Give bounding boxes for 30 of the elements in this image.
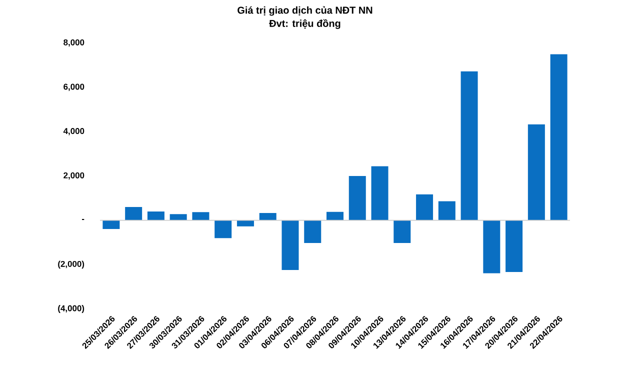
- chart-subtitle: Đvt: triệu đồng: [269, 19, 340, 29]
- bar: [416, 194, 434, 220]
- chart-title: Giá trị giao dịch của NĐT NN: [238, 6, 372, 16]
- bar: [483, 220, 500, 274]
- bar: [259, 213, 276, 220]
- bar: [506, 220, 523, 272]
- y-tick-label: 4,000: [63, 128, 84, 136]
- y-tick-label: -: [82, 218, 84, 220]
- bar: [371, 166, 388, 220]
- bar: [147, 211, 164, 220]
- y-tick-label: 8,000: [64, 39, 84, 47]
- bar: [102, 220, 120, 229]
- bar: [170, 214, 187, 220]
- y-tick-label: (4,000): [58, 305, 84, 313]
- bar: [528, 124, 545, 220]
- y-tick-label: 2,000: [64, 172, 84, 180]
- bar: [550, 54, 568, 220]
- bar: [348, 176, 366, 220]
- bar: [326, 212, 344, 220]
- y-tick-label: 6,000: [64, 84, 84, 91]
- bar: [438, 201, 456, 220]
- bar: [192, 212, 210, 220]
- bar: [125, 207, 142, 220]
- bar: [460, 71, 478, 220]
- bar: [304, 220, 322, 243]
- bar: [282, 220, 299, 270]
- bar: [394, 220, 411, 243]
- bar: [214, 220, 232, 238]
- bar: [236, 220, 254, 226]
- y-tick-label: (2,000): [58, 260, 84, 269]
